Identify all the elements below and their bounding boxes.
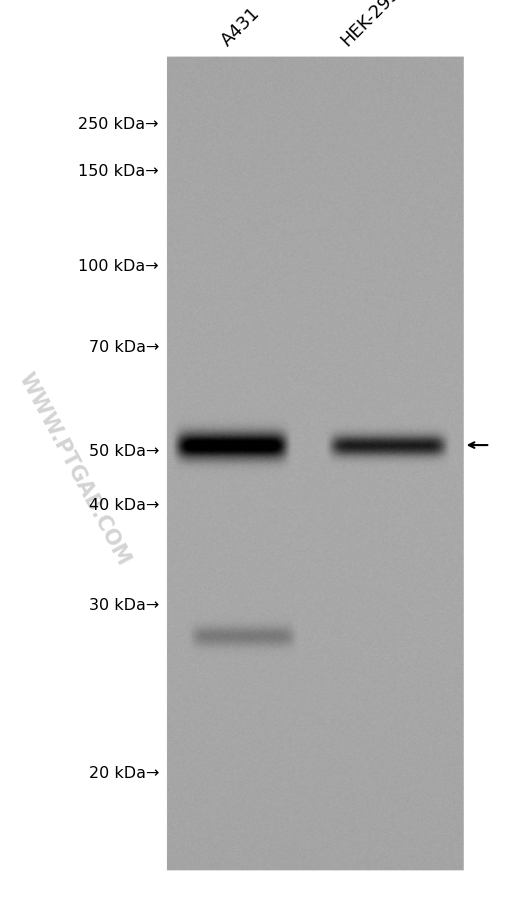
Text: 70 kDa→: 70 kDa→	[89, 340, 159, 354]
Text: 150 kDa→: 150 kDa→	[78, 164, 159, 179]
Text: 40 kDa→: 40 kDa→	[89, 498, 159, 512]
Text: 100 kDa→: 100 kDa→	[78, 259, 159, 273]
Text: 20 kDa→: 20 kDa→	[89, 766, 159, 780]
Text: 50 kDa→: 50 kDa→	[89, 444, 159, 458]
Text: 250 kDa→: 250 kDa→	[78, 117, 159, 132]
Text: WWW.PTGAB.COM: WWW.PTGAB.COM	[15, 370, 134, 568]
Text: HEK-293: HEK-293	[337, 0, 403, 50]
Text: A431: A431	[218, 4, 263, 50]
Text: 30 kDa→: 30 kDa→	[89, 597, 159, 612]
